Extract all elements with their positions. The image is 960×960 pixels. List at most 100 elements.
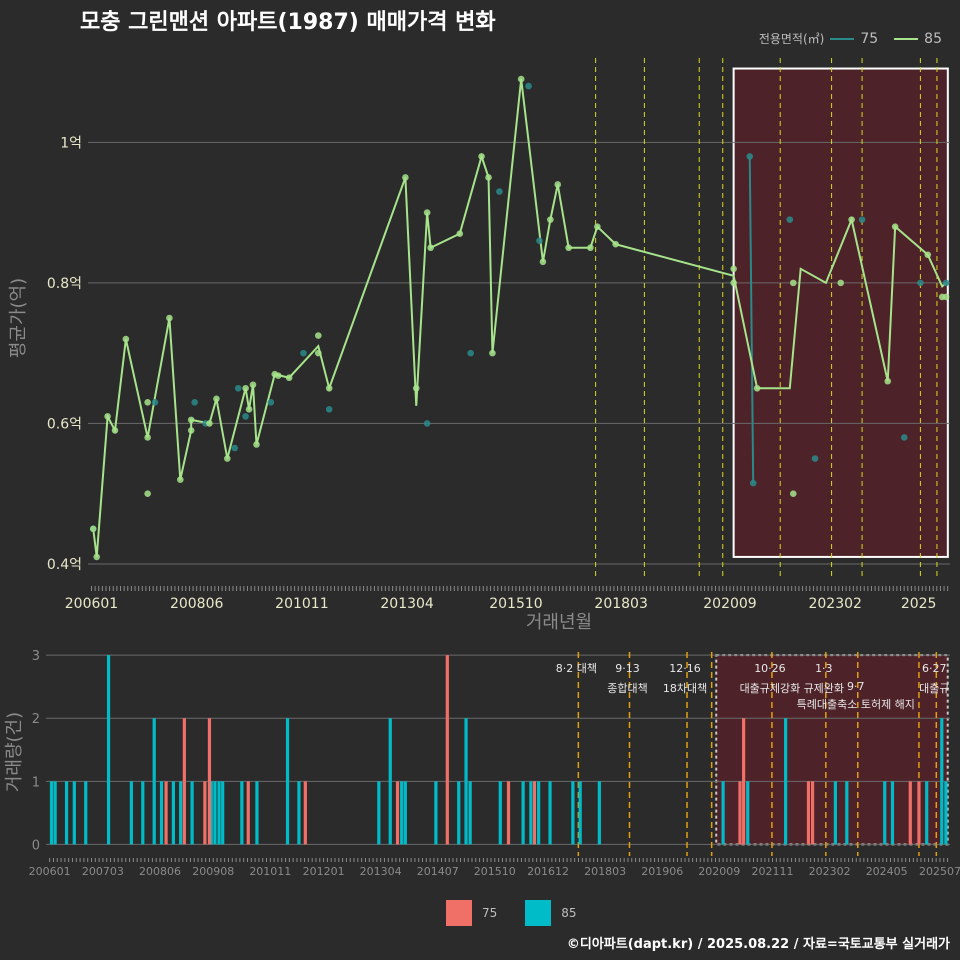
policy-annotation-date: 1·3: [815, 662, 833, 675]
policy-annotation-date: 12·16: [669, 662, 701, 675]
data-point-75: [786, 216, 794, 223]
volume-bar-85: [571, 781, 575, 845]
legend-box-85: [525, 900, 552, 926]
x-tick-label-bottom: 201407: [417, 865, 459, 878]
volume-bar-85: [845, 781, 849, 845]
data-point-85: [224, 455, 231, 462]
policy-annotation-text: 규제완화: [804, 682, 844, 695]
data-point-85: [242, 384, 249, 392]
x-tick-label-bottom: 200703: [82, 865, 124, 878]
volume-bar-85: [537, 781, 541, 845]
x-tick-label-bottom: 202009: [698, 865, 740, 878]
y-tick-label: 0.6억: [47, 416, 82, 432]
data-point-85: [245, 406, 253, 413]
data-point-85: [315, 349, 322, 357]
volume-bar-75: [806, 781, 811, 845]
data-point-85: [423, 209, 431, 216]
data-point-75: [900, 434, 908, 441]
data-point-85: [485, 174, 492, 181]
y-tick-label-bottom: 2: [32, 712, 40, 727]
volume-bar-85: [925, 781, 929, 845]
data-point-85: [325, 384, 333, 392]
data-point-75: [234, 384, 242, 392]
y-axis-title-bottom: 거래량(건): [4, 712, 25, 792]
volume-bar-85: [53, 781, 57, 845]
volume-bar-85: [255, 781, 259, 845]
data-point-85: [942, 293, 950, 301]
x-tick-label-bottom: 202405: [866, 865, 908, 878]
volume-bar-85: [578, 781, 582, 845]
volume-bar-75: [445, 655, 449, 845]
volume-bar-85: [400, 781, 404, 845]
volume-bar-85: [434, 781, 438, 845]
volume-bar-85: [468, 781, 472, 845]
data-point-85: [427, 244, 434, 252]
highlight-box: [732, 67, 949, 558]
volume-bar-75: [182, 718, 186, 845]
legend-label-85: 85: [924, 30, 942, 47]
volume-panel: 0 1 2 3 8·2 대책 9·13 종합대책 12·16 18차대책 10·26 대출규제강화 1…: [4, 649, 960, 878]
data-point-75: [300, 349, 307, 357]
volume-bar-75: [506, 781, 511, 845]
data-point-75: [536, 237, 543, 245]
volume-bar-85: [64, 781, 69, 845]
volume-bar-75: [303, 781, 307, 845]
x-tick-label: 2025: [901, 596, 937, 612]
volume-bar-85: [49, 781, 54, 845]
data-point-85: [924, 251, 932, 259]
policy-annotation-text: 18차대책: [663, 682, 707, 695]
bottom-legend: 75 85: [446, 900, 577, 926]
data-point-75: [858, 216, 866, 223]
volume-bar-85: [179, 781, 183, 845]
y-tick-label: 0.4억: [47, 557, 82, 573]
volume-bar-85: [84, 781, 88, 845]
data-point-85: [837, 279, 845, 287]
volume-bar-85: [721, 781, 725, 845]
legend-label-85-bottom: 85: [561, 906, 577, 920]
policy-annotation-text: 대출규: [919, 682, 949, 695]
x-tick-label-bottom: 201906: [641, 865, 683, 878]
policy-annotation-text: 종합대책: [607, 682, 647, 695]
volume-bar-85: [209, 781, 213, 845]
data-point-75: [525, 82, 532, 90]
volume-bar-75: [742, 718, 746, 845]
x-tick-label-bottom: 202111: [752, 865, 794, 878]
legend-swatch-85: [894, 37, 919, 40]
volume-bar-85: [784, 718, 788, 845]
x-tick-label-bottom: 202302: [809, 865, 851, 878]
policy-annotation-text: 대출규제강화: [740, 682, 801, 695]
data-point-85: [594, 223, 601, 230]
volume-bar-85: [464, 718, 468, 845]
data-point-85: [517, 75, 525, 83]
data-point-85: [539, 258, 547, 266]
volume-bar-85: [285, 718, 290, 845]
data-point-85: [456, 230, 464, 237]
legend-box-75: [446, 900, 472, 926]
x-tick-label-bottom: 200601: [29, 865, 71, 878]
data-point-85: [213, 395, 220, 403]
volume-bar-85: [940, 718, 944, 845]
volume-bar-85: [388, 718, 392, 845]
volume-bar-85: [106, 655, 111, 845]
volume-bar-85: [746, 781, 750, 845]
volume-bar-85: [521, 781, 525, 845]
y-tick-label-bottom: 3: [32, 649, 40, 664]
data-point-75: [267, 399, 275, 406]
y-tick-label-bottom: 0: [32, 838, 40, 853]
x-tick-label: 201510: [489, 596, 542, 612]
volume-bar-85: [297, 781, 301, 845]
x-tick-label-bottom: 201304: [360, 865, 402, 878]
data-point-85: [176, 476, 184, 483]
data-point-85: [612, 240, 619, 248]
y-tick-label-bottom: 1: [32, 775, 40, 790]
volume-bar-85: [457, 781, 461, 845]
volume-bar-85: [833, 781, 838, 845]
policy-annotation-date: 9·13: [615, 662, 640, 675]
data-point-85: [253, 441, 260, 448]
data-point-75: [942, 279, 950, 287]
x-tick-label: 200806: [170, 596, 224, 612]
volume-bar-85: [213, 781, 217, 845]
data-point-85: [554, 181, 562, 188]
data-point-85: [187, 416, 195, 424]
